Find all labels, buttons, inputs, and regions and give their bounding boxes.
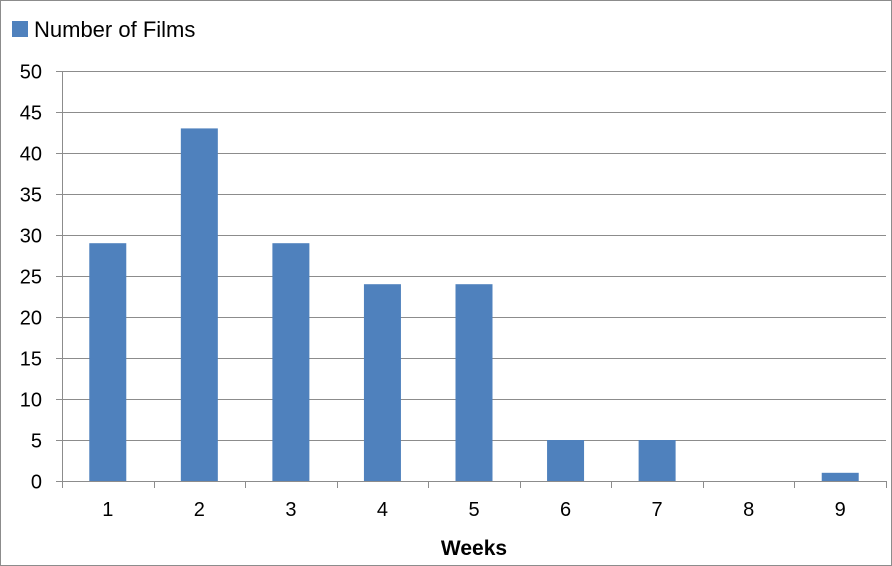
y-tick-label: 40 xyxy=(20,144,42,166)
y-tick-label: 25 xyxy=(20,267,42,289)
x-tick-label: 4 xyxy=(377,499,388,521)
bar-week-6 xyxy=(547,440,585,481)
bar-week-1 xyxy=(89,243,127,481)
legend: Number of Films xyxy=(12,17,195,42)
y-axis-ticks: 0 5 10 15 20 25 30 35 40 45 50 xyxy=(20,62,62,494)
x-tick-label: 2 xyxy=(194,499,205,521)
y-tick-label: 30 xyxy=(20,226,42,248)
bar-week-5 xyxy=(455,284,493,481)
bar-week-3 xyxy=(272,243,310,481)
y-tick-label: 45 xyxy=(20,103,42,125)
bar-week-9 xyxy=(821,472,859,481)
y-tick-label: 5 xyxy=(31,431,42,453)
axes xyxy=(62,71,886,482)
legend-swatch xyxy=(12,21,28,37)
y-tick-label: 50 xyxy=(20,62,42,84)
bars xyxy=(89,128,859,481)
x-tick-label: 6 xyxy=(560,499,571,521)
x-tick-label: 3 xyxy=(285,499,296,521)
y-tick-label: 20 xyxy=(20,308,42,330)
x-tick-label: 1 xyxy=(102,499,113,521)
bar-week-2 xyxy=(180,128,218,481)
x-tick-label: 8 xyxy=(743,499,754,521)
y-tick-label: 35 xyxy=(20,185,42,207)
legend-label: Number of Films xyxy=(34,17,195,42)
x-tick-label: 7 xyxy=(652,499,663,521)
x-axis-title: Weeks xyxy=(441,537,507,560)
y-tick-label: 15 xyxy=(20,349,42,371)
y-tick-label: 0 xyxy=(31,472,42,494)
bar-week-7 xyxy=(638,440,676,481)
x-tick-label: 9 xyxy=(835,499,846,521)
y-tick-label: 10 xyxy=(20,390,42,412)
bar-week-4 xyxy=(363,284,401,481)
x-axis-ticks: 1 2 3 4 5 6 7 8 9 xyxy=(62,481,887,521)
x-tick-label: 5 xyxy=(468,499,479,521)
